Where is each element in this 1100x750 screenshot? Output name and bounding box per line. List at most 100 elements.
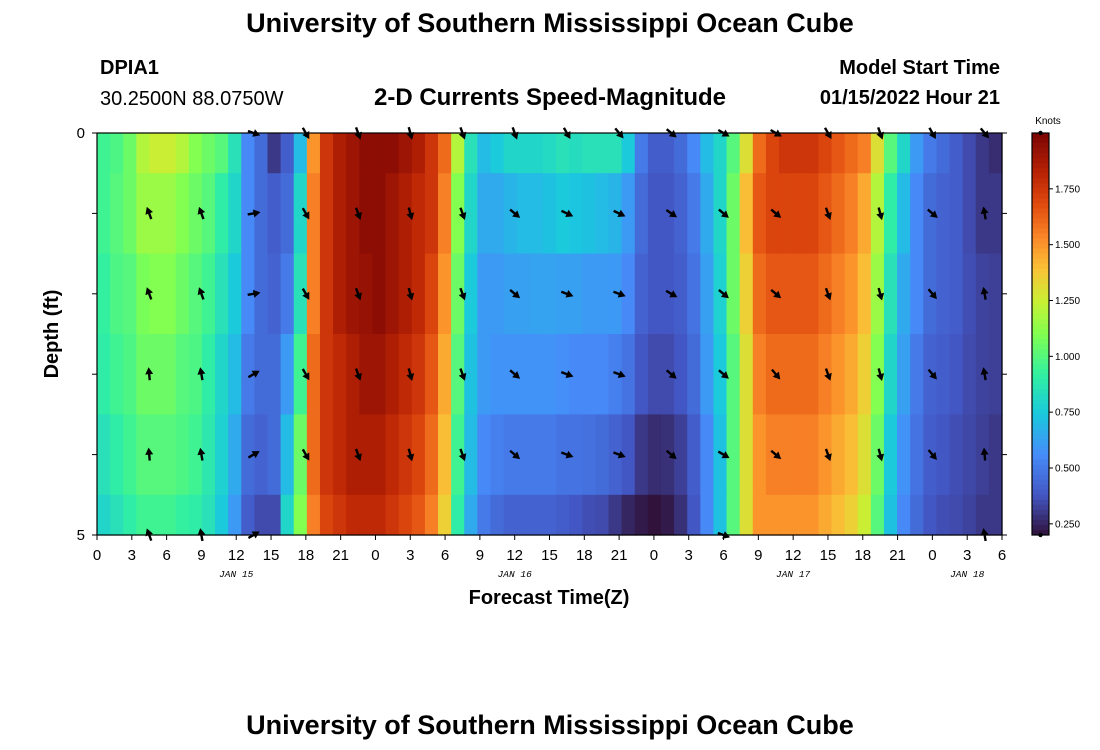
heatmap-cell (438, 494, 452, 536)
colorbar-swatch (1032, 293, 1049, 300)
heatmap-cell (765, 334, 780, 415)
heatmap-cell (962, 334, 977, 415)
heatmap-cell (293, 494, 308, 536)
heatmap-cell (883, 173, 898, 255)
heatmap-cell (831, 494, 846, 536)
colorbar-swatch (1032, 213, 1049, 219)
heatmap-cell (949, 334, 964, 415)
colorbar-swatch (1032, 529, 1049, 536)
heatmap-cell (779, 173, 793, 255)
heatmap-cell (923, 133, 938, 174)
arrow-head (458, 292, 467, 301)
heatmap-cell (346, 173, 360, 255)
current-vector-arrow (927, 449, 937, 460)
x-tick-label: 18 (854, 547, 871, 564)
heatmap-cell (910, 414, 924, 496)
colorbar-swatch (1032, 208, 1049, 214)
heatmap-cell (411, 173, 426, 255)
current-vector-arrow (197, 287, 206, 300)
heatmap-cell (818, 253, 833, 335)
heatmap-cell (385, 334, 400, 415)
current-vector-arrow (197, 206, 206, 220)
heatmap-cell (595, 414, 610, 496)
heatmap-cell (201, 414, 216, 496)
heatmap-cell (792, 173, 806, 255)
chart-subtitle: 2-D Currents Speed-Magnitude (373, 84, 727, 111)
heatmap-cell (542, 334, 557, 415)
current-vector-arrow (247, 289, 261, 298)
colorbar-swatch (1032, 218, 1049, 224)
heatmap-cell (228, 173, 242, 255)
arrow-head (617, 370, 626, 378)
heatmap-cell (752, 334, 767, 415)
heatmap-cell (411, 253, 426, 335)
heatmap-cell (267, 253, 282, 335)
current-vector-arrow (458, 368, 467, 381)
current-vector-arrow (980, 206, 989, 220)
x-axis: 0 3 6 9 12 15 18 21 0 3 6 9 12 15 18 21 0 3 6 9 12 15 18 21 0 3 6 J… (93, 535, 1006, 580)
colorbar-end-dot (1038, 130, 1043, 136)
arrow-head (773, 290, 782, 299)
current-vector-arrow (876, 207, 885, 221)
heatmap-cell (267, 173, 282, 255)
x-tick-label: 0 (93, 547, 101, 564)
colorbar-swatch (1032, 193, 1049, 199)
heatmap-cell (162, 133, 177, 174)
current-vector-arrow (247, 209, 261, 218)
heatmap-cell (346, 414, 360, 496)
current-vector-arrow (301, 288, 310, 300)
heatmap-cell (411, 414, 426, 496)
colorbar-swatch (1032, 168, 1049, 174)
model-start-value: 01/15/2022 Hour 21 (819, 87, 1000, 109)
heatmap-cell (280, 414, 295, 496)
heatmap-cell (215, 133, 229, 174)
colorbar-swatch (1032, 399, 1049, 405)
arrow-head (669, 290, 678, 298)
heatmap-cell (700, 414, 715, 496)
heatmap-cell (385, 133, 400, 174)
heatmap-cell (647, 494, 662, 536)
current-vector-arrow (406, 287, 415, 301)
heatmap-cell (910, 334, 924, 415)
arrow-head (876, 373, 885, 381)
heatmap-cell (123, 173, 137, 255)
heatmap-cell (595, 253, 610, 335)
x-tick-label: 15 (263, 547, 280, 564)
heatmap-cell (844, 253, 859, 335)
heatmap-cell (647, 334, 662, 415)
arrow-head (302, 211, 310, 220)
heatmap-cell (556, 133, 570, 174)
colorbar-swatch (1032, 203, 1049, 209)
colorbar-swatch (1032, 389, 1049, 395)
model-start-label: Model Start Time (839, 57, 1000, 79)
heatmap-cell (844, 494, 859, 536)
heatmap-cell (359, 334, 374, 415)
heatmap-cell (621, 133, 636, 174)
heatmap-cell (451, 494, 465, 536)
current-vector-arrow (145, 367, 154, 381)
colorbar-tick-label: 1.500 (1055, 240, 1080, 251)
colorbar-swatch (1032, 524, 1049, 531)
arrow-head (197, 287, 206, 296)
arrow-head (668, 129, 677, 138)
heatmap-cell (464, 494, 478, 536)
colorbar-swatch (1032, 308, 1049, 315)
heatmap-cell (844, 173, 859, 255)
heatmap-cell (792, 414, 806, 496)
colorbar-swatch (1032, 479, 1049, 486)
x-tick-label: 6 (998, 547, 1006, 564)
heatmap-cell (831, 253, 846, 335)
heatmap-cell (175, 173, 190, 255)
colorbar-swatch (1032, 268, 1049, 275)
heatmap-cell (569, 414, 583, 496)
current-vector-arrow (927, 208, 938, 218)
heatmap-cell (201, 494, 216, 536)
heatmap-cell (818, 173, 833, 255)
arrow-head (565, 370, 574, 378)
arrow-head (980, 286, 989, 295)
day-label: JAN 16 (498, 569, 533, 580)
heatmap-cell (188, 494, 203, 536)
heatmap-cell (831, 173, 846, 255)
x-tick-label: 6 (719, 547, 727, 564)
